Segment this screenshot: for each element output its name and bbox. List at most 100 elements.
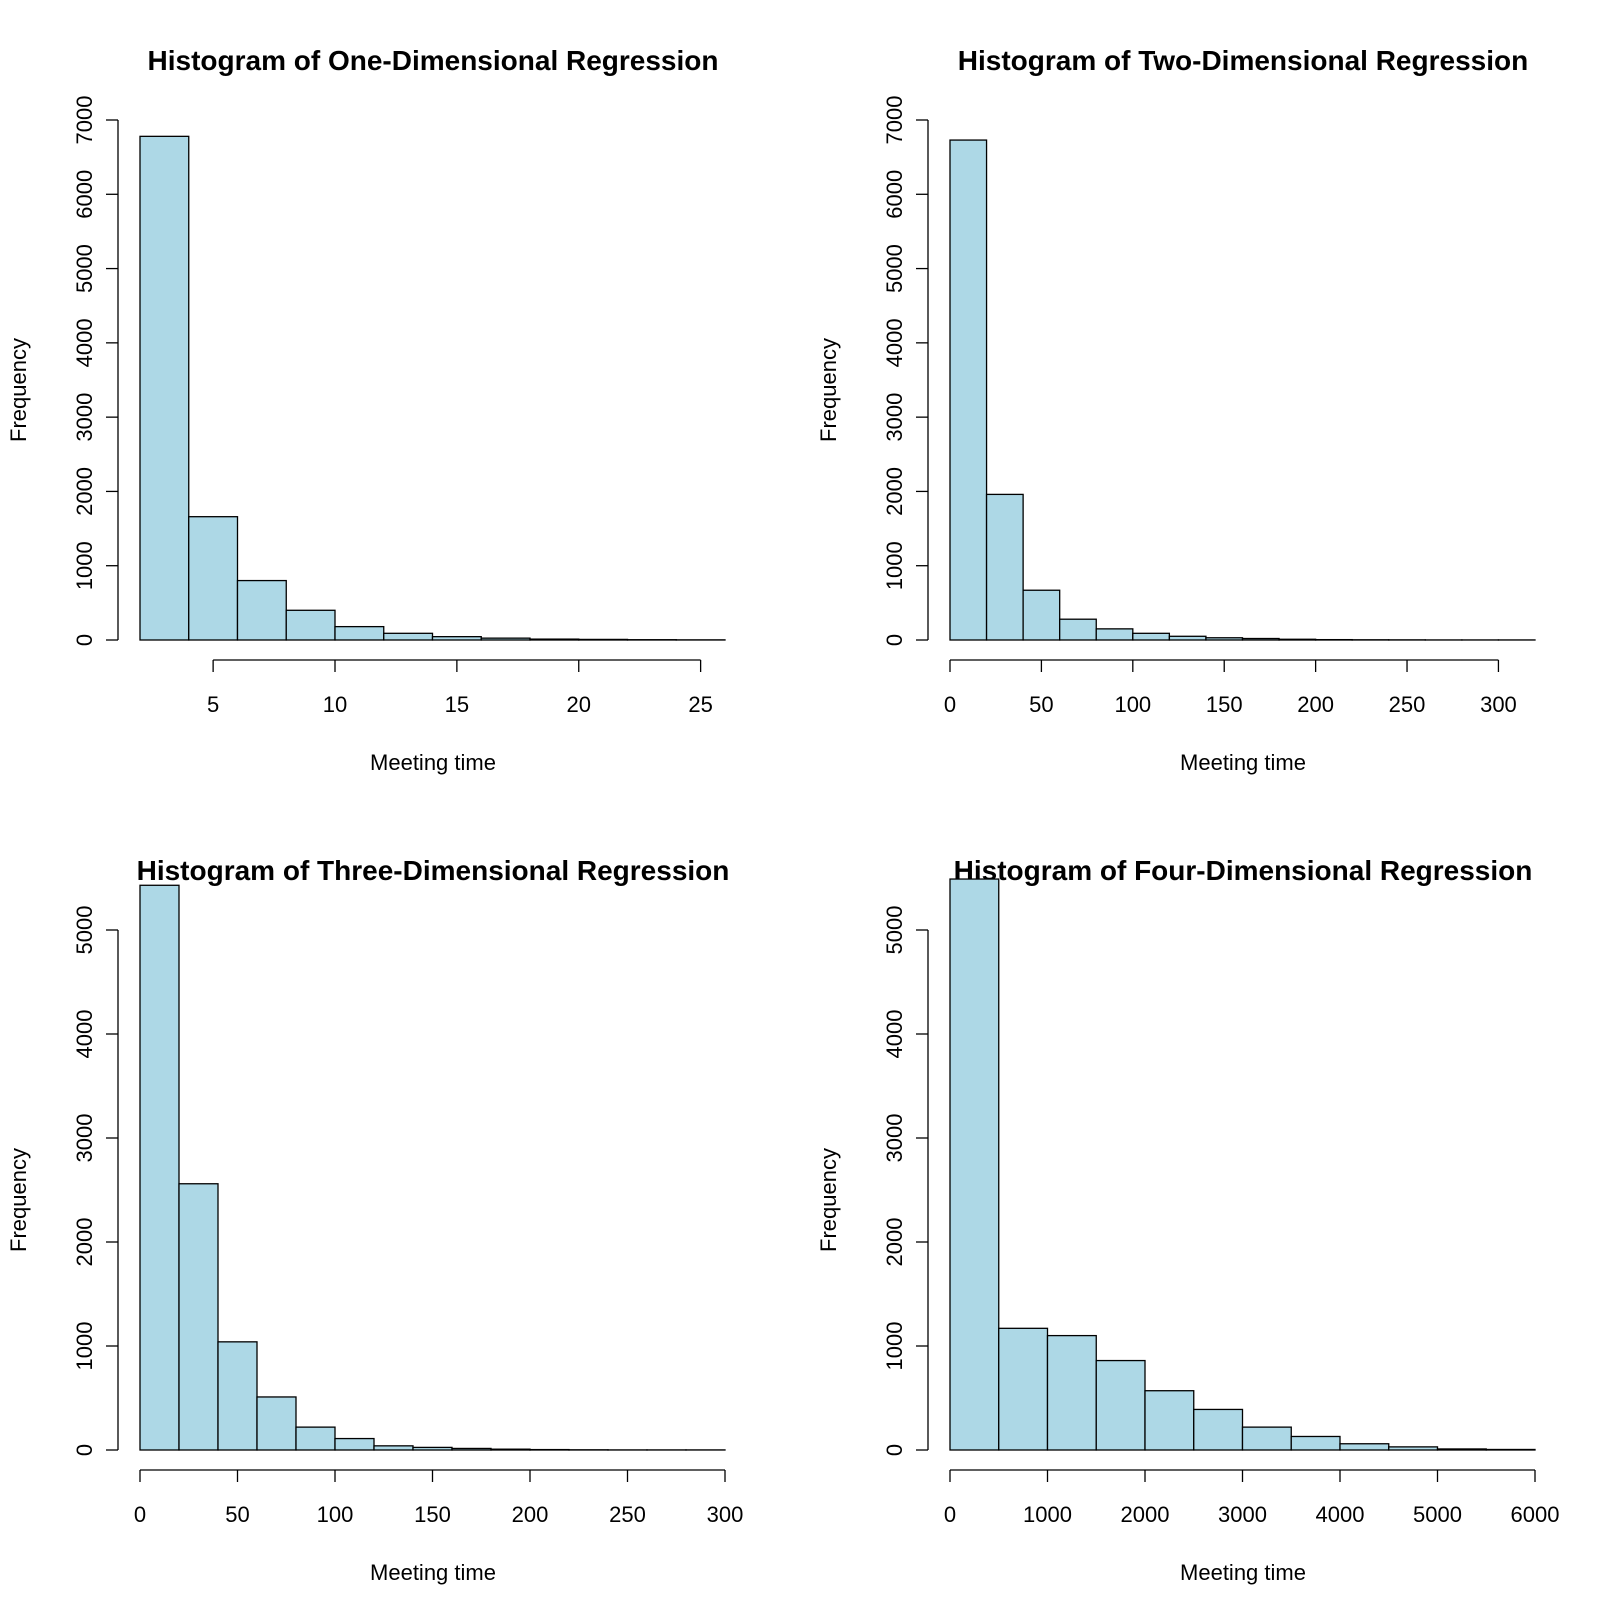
- x-axis: 5 10 15 20 25: [207, 659, 713, 717]
- x-tick-label: 15: [445, 692, 469, 717]
- y-tick-label: 0: [882, 634, 907, 646]
- y-axis: 0 1000 2000 3000 4000 5000 6000 7000: [72, 96, 119, 646]
- chart-title: Histogram of One-Dimensional Regression: [148, 45, 719, 76]
- x-tick-label: 250: [609, 1502, 646, 1527]
- y-tick-label: 6000: [882, 170, 907, 219]
- y-tick-label: 2000: [72, 467, 97, 516]
- y-tick-label: 0: [72, 634, 97, 646]
- histogram-bar: [188, 516, 239, 641]
- histogram-bar: [490, 1448, 531, 1451]
- histogram-bar: [1241, 637, 1280, 641]
- y-axis-label: Frequency: [816, 338, 841, 442]
- x-tick-label: 4000: [1316, 1502, 1365, 1527]
- y-tick-label: 6000: [72, 170, 97, 219]
- x-tick-label: 150: [1206, 692, 1243, 717]
- histogram-bars: [139, 135, 726, 641]
- y-tick-label: 7000: [882, 96, 907, 145]
- histogram-bar: [1046, 1334, 1097, 1451]
- panel-one-dimensional: Histogram of One-Dimensional Regression …: [6, 45, 726, 775]
- x-tick-label: 2000: [1121, 1502, 1170, 1527]
- histogram-bar: [1485, 1448, 1536, 1451]
- chart-title: Histogram of Three-Dimensional Regressio…: [137, 855, 730, 886]
- x-tick-label: 0: [134, 1502, 146, 1527]
- x-tick-label: 50: [225, 1502, 249, 1527]
- histogram-bar: [334, 1437, 375, 1451]
- histogram-bar: [334, 625, 385, 641]
- y-axis-label: Frequency: [816, 1148, 841, 1252]
- y-axis-label: Frequency: [6, 1148, 31, 1252]
- histogram-bar: [139, 135, 190, 641]
- histogram-bar: [295, 1426, 336, 1451]
- x-axis: 0 1000 2000 3000 4000 5000 6000: [944, 1469, 1560, 1527]
- histogram-bar: [451, 1447, 492, 1451]
- histogram-bar: [217, 1341, 258, 1451]
- y-tick-label: 3000: [882, 393, 907, 442]
- y-tick-label: 5000: [882, 244, 907, 293]
- histogram-bar: [1436, 1448, 1487, 1451]
- x-tick-label: 1000: [1023, 1502, 1072, 1527]
- histogram-bar: [383, 632, 434, 641]
- histogram-bar: [949, 139, 988, 641]
- y-tick-label: 2000: [882, 1218, 907, 1267]
- y-axis: 0 1000 2000 3000 4000 5000: [72, 906, 119, 1456]
- histogram-bar: [1059, 618, 1097, 641]
- chart-title: Histogram of Two-Dimensional Regression: [958, 45, 1528, 76]
- histogram-bar: [1205, 637, 1244, 641]
- x-axis-label: Meeting time: [370, 750, 496, 775]
- y-tick-label: 0: [882, 1444, 907, 1456]
- x-axis: 0 50 100 150 200 250 300: [134, 1469, 744, 1527]
- y-tick-label: 2000: [72, 1218, 97, 1267]
- panel-three-dimensional: Histogram of Three-Dimensional Regressio…: [6, 855, 743, 1585]
- histogram-bar: [1168, 635, 1207, 641]
- histogram-bar: [1278, 638, 1317, 641]
- x-tick-label: 25: [688, 692, 712, 717]
- histogram-bar: [1339, 1443, 1390, 1451]
- histogram-bar: [949, 878, 1000, 1451]
- x-tick-label: 0: [944, 1502, 956, 1527]
- x-tick-label: 3000: [1218, 1502, 1267, 1527]
- histogram-bar: [431, 636, 482, 641]
- histogram-bar: [529, 638, 580, 641]
- x-tick-label: 10: [323, 692, 347, 717]
- histogram-bar: [1132, 632, 1171, 641]
- y-tick-label: 3000: [72, 393, 97, 442]
- histogram-bar: [1290, 1435, 1341, 1451]
- histogram-bar: [1095, 628, 1134, 641]
- histogram-bar: [998, 1327, 1049, 1451]
- histogram-bar: [373, 1445, 414, 1451]
- histogram-bar: [480, 637, 531, 641]
- histogram-bar: [139, 884, 180, 1451]
- y-tick-label: 4000: [72, 1010, 97, 1059]
- x-axis-label: Meeting time: [370, 1560, 496, 1585]
- x-axis: 0 50 100 150 200 250 300: [944, 659, 1517, 717]
- histogram-bar: [412, 1446, 453, 1451]
- y-tick-label: 4000: [72, 318, 97, 367]
- histogram-bar: [236, 579, 287, 641]
- y-tick-label: 0: [72, 1444, 97, 1456]
- y-tick-label: 5000: [72, 244, 97, 293]
- histogram-bar: [256, 1396, 297, 1451]
- y-tick-label: 1000: [882, 541, 907, 590]
- y-axis-label: Frequency: [6, 338, 31, 442]
- histogram-bar: [1241, 1426, 1292, 1451]
- y-tick-label: 3000: [882, 1114, 907, 1163]
- histogram-bar: [178, 1183, 219, 1451]
- x-tick-label: 150: [414, 1502, 451, 1527]
- y-tick-label: 3000: [72, 1114, 97, 1163]
- x-tick-label: 300: [707, 1502, 744, 1527]
- x-tick-label: 50: [1029, 692, 1053, 717]
- histogram-bar: [285, 609, 336, 641]
- histogram-bar: [1388, 1446, 1439, 1451]
- x-tick-label: 300: [1480, 692, 1517, 717]
- y-tick-label: 2000: [882, 467, 907, 516]
- y-axis: 0 1000 2000 3000 4000 5000 6000 7000: [882, 96, 929, 646]
- y-tick-label: 5000: [72, 906, 97, 955]
- y-tick-label: 1000: [882, 1322, 907, 1371]
- panel-two-dimensional: Histogram of Two-Dimensional Regression …: [816, 45, 1536, 775]
- y-tick-label: 1000: [72, 541, 97, 590]
- histogram-bar: [1144, 1390, 1195, 1451]
- x-tick-label: 6000: [1511, 1502, 1560, 1527]
- histogram-bar: [1095, 1359, 1146, 1451]
- x-tick-label: 5: [207, 692, 219, 717]
